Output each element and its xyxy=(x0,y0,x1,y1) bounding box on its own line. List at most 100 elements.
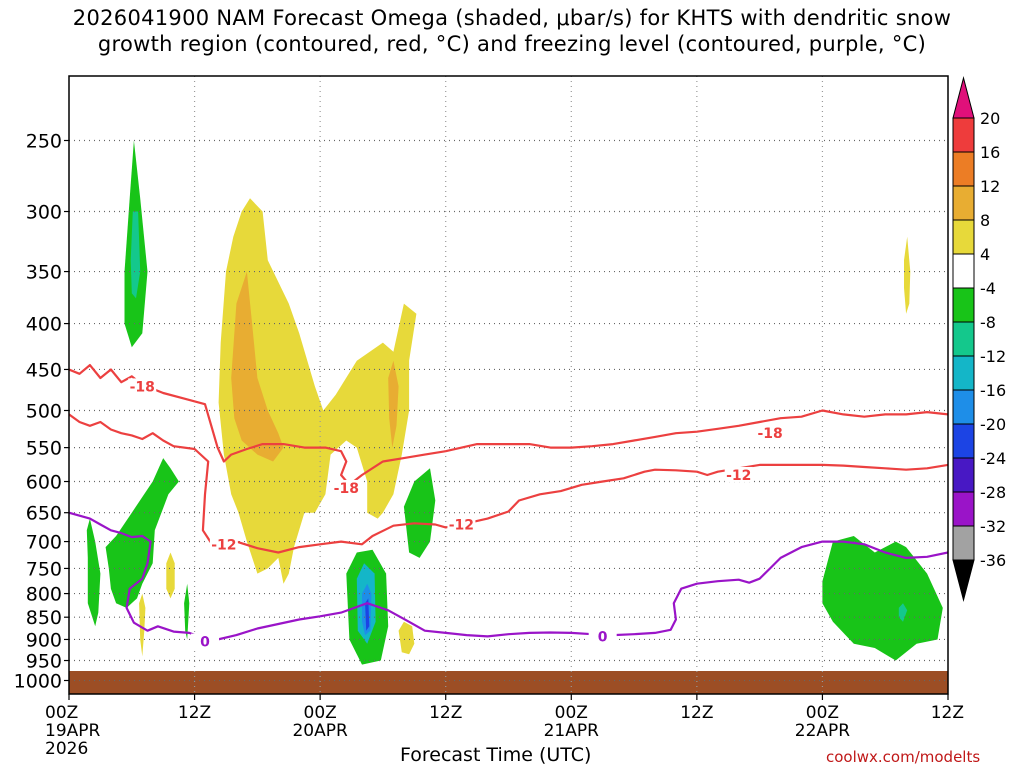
contour-label: -18 xyxy=(757,426,782,442)
y-tick-label: 550 xyxy=(26,438,62,460)
omega-region-4 xyxy=(184,583,190,640)
x-date-label: 19APR xyxy=(45,721,101,741)
colorbar-bin xyxy=(952,117,975,153)
x-date-label: 22APR xyxy=(795,721,851,741)
y-tick-label: 850 xyxy=(26,607,62,629)
x-tick-label: 00Z xyxy=(555,703,588,723)
colorbar-bin xyxy=(952,185,975,221)
omega-region-3 xyxy=(105,458,179,608)
contour-label: -12 xyxy=(726,468,751,484)
ground-fill xyxy=(69,671,948,694)
contour-0 xyxy=(69,364,948,486)
contour-label: -12 xyxy=(211,537,236,553)
contour-label: -18 xyxy=(130,379,155,395)
y-tick-label: 300 xyxy=(26,202,62,224)
x-year-label: 2026 xyxy=(45,739,88,759)
y-tick-label: 450 xyxy=(26,359,62,381)
colorbar-bin xyxy=(952,423,975,459)
chart-title-line-2: growth region (contoured, red, °C) and f… xyxy=(97,32,927,56)
contour-1 xyxy=(69,413,948,554)
colorbar-label: -20 xyxy=(980,415,1006,434)
colorbar-label: 12 xyxy=(980,177,1000,196)
x-tick-label: 00Z xyxy=(304,703,337,723)
colorbar-label: -28 xyxy=(980,483,1006,502)
colorbar-bin xyxy=(952,491,975,527)
x-axis-title: Forecast Time (UTC) xyxy=(400,744,592,766)
omega-shading xyxy=(86,140,943,665)
omega-region-15 xyxy=(166,552,175,599)
omega-region-12 xyxy=(218,198,417,584)
y-tick-label: 650 xyxy=(26,503,62,525)
y-tick-label: 600 xyxy=(26,472,62,494)
omega-region-16 xyxy=(139,593,146,657)
plot-frame xyxy=(68,75,949,695)
temperature-contours: -18 -18 -18 -12 -12 -12 0 0 xyxy=(69,364,948,651)
y-tick-label: 350 xyxy=(26,262,62,284)
omega-region-1 xyxy=(130,211,141,299)
plot-border xyxy=(68,75,949,695)
contour-2 xyxy=(69,511,948,641)
contour-label-bg xyxy=(128,378,157,394)
colorbar-bin xyxy=(952,355,975,391)
contour-label: 0 xyxy=(200,635,210,651)
colorbar-label: -36 xyxy=(980,551,1006,570)
colorbar-bin xyxy=(952,151,975,187)
contour-label-bg xyxy=(191,633,220,649)
colorbar-label: 8 xyxy=(980,211,990,230)
x-tick-label: 12Z xyxy=(178,703,211,723)
colorbar-label: 16 xyxy=(980,143,1000,162)
colorbar-bin xyxy=(952,253,975,289)
contour-label-bg xyxy=(447,516,476,532)
colorbar-label: -32 xyxy=(980,517,1006,536)
colorbar: 20 16 12 8 4 -4 -8 -12 -16 -20 -24 -28 -32 -36 xyxy=(952,76,1006,602)
contour-label-bg xyxy=(724,466,753,482)
y-tick-label: 900 xyxy=(26,629,62,651)
colorbar-bin xyxy=(952,525,975,561)
colorbar-label: -24 xyxy=(980,449,1006,468)
x-date-label: 20APR xyxy=(292,721,348,741)
y-tick-label: 800 xyxy=(26,584,62,606)
x-tick-label: 12Z xyxy=(680,703,713,723)
omega-region-14 xyxy=(388,360,399,448)
contour-label-bg xyxy=(588,628,617,644)
colorbar-label: -12 xyxy=(980,347,1006,366)
grid-lines xyxy=(69,76,948,694)
y-tick-label: 1000 xyxy=(14,671,62,693)
omega-region-17 xyxy=(398,621,415,655)
contour-label: -12 xyxy=(449,518,474,534)
omega-region-18 xyxy=(904,236,911,314)
contour-label-bg xyxy=(332,479,361,495)
omega-region-11 xyxy=(898,603,908,622)
colorbar-bin xyxy=(952,457,975,493)
x-tick-label: 00Z xyxy=(806,703,839,723)
x-tick-label: 12Z xyxy=(931,703,964,723)
y-tick-label: 950 xyxy=(26,651,62,673)
y-tick-label: 400 xyxy=(26,314,62,336)
chart-title-line-1: 2026041900 NAM Forecast Omega (shaded, μ… xyxy=(72,6,952,30)
y-tick-label: 500 xyxy=(26,401,62,423)
surface-fill xyxy=(69,671,948,694)
credit-link[interactable]: coolwx.com/modelts xyxy=(826,748,981,766)
colorbar-top-arrow xyxy=(952,76,975,119)
colorbar-bottom-arrow xyxy=(952,559,975,602)
omega-region-9 xyxy=(365,598,370,631)
colorbar-bin xyxy=(952,219,975,255)
y-tick-label: 700 xyxy=(26,532,62,554)
contour-label-bg xyxy=(209,536,238,552)
colorbar-bin xyxy=(952,287,975,323)
y-axis: 2503003504004505005506006507007508008509… xyxy=(14,131,69,693)
omega-region-2 xyxy=(86,518,101,627)
contour-label: -18 xyxy=(334,481,359,497)
colorbar-bin xyxy=(952,389,975,425)
contour-label-bg xyxy=(756,425,785,441)
colorbar-label: -4 xyxy=(980,279,996,298)
omega-region-10 xyxy=(822,536,943,661)
colorbar-label: 20 xyxy=(980,109,1000,128)
colorbar-label: -16 xyxy=(980,381,1006,400)
y-tick-label: 250 xyxy=(26,131,62,153)
x-tick-label: 12Z xyxy=(429,703,462,723)
colorbar-bin xyxy=(952,321,975,357)
x-tick-label: 00Z xyxy=(45,703,78,723)
omega-region-13 xyxy=(231,271,284,462)
